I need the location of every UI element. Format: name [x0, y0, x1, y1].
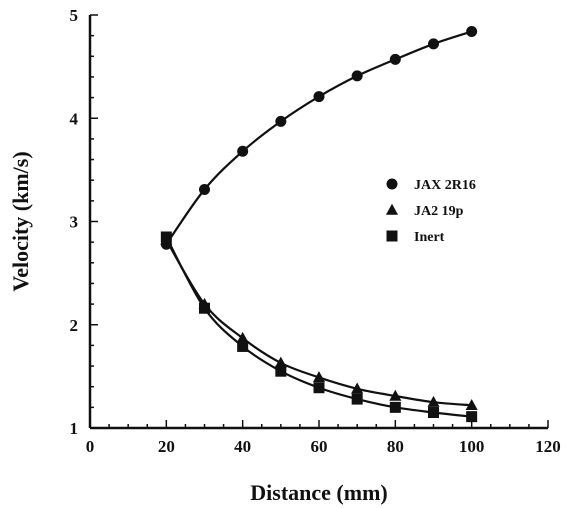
data-point-triangle: [312, 371, 326, 383]
data-point-circle: [466, 26, 478, 38]
data-point-triangle: [465, 399, 478, 410]
legend-label: JAX 2R16: [414, 178, 476, 193]
x-tick-label: 100: [459, 437, 485, 456]
legend-marker-circle: [386, 178, 398, 190]
legend: JAX 2R16 JA2 19p Inert: [385, 178, 476, 245]
data-point-circle: [237, 145, 249, 157]
x-tick-label: 80: [387, 437, 404, 456]
series-markers: [160, 26, 478, 423]
legend-marker-square: [386, 230, 398, 242]
x-tick-label: 20: [158, 437, 175, 456]
x-tick-label: 120: [535, 437, 561, 456]
data-point-circle: [428, 38, 439, 50]
x-axis-title: Distance (mm): [250, 480, 387, 505]
data-point-square: [199, 302, 210, 314]
data-point-triangle: [427, 395, 440, 407]
y-tick-label: 2: [70, 316, 79, 335]
data-point-circle: [199, 183, 210, 195]
data-point-square: [428, 407, 439, 419]
data-point-circle: [313, 91, 325, 103]
y-tick-label: 3: [70, 213, 79, 232]
x-tick-label: 0: [86, 437, 95, 456]
data-point-triangle: [351, 382, 364, 394]
data-point-circle: [275, 115, 287, 127]
series-curves: [165, 30, 473, 418]
x-tick-label: 60: [311, 437, 328, 456]
data-point-circle: [389, 53, 401, 65]
axes: [88, 15, 548, 430]
legend-label: JA2 19p: [414, 204, 464, 219]
data-point-square: [237, 340, 249, 352]
data-point-triangle: [236, 331, 249, 343]
y-tick-label: 4: [70, 109, 79, 128]
data-point-triangle: [389, 389, 402, 401]
x-tick-label: 40: [234, 437, 251, 456]
data-point-square: [313, 382, 325, 394]
data-point-square: [466, 411, 478, 423]
y-tick-label: 1: [70, 419, 79, 438]
data-point-square: [389, 401, 401, 413]
y-tick-label: 5: [70, 6, 79, 25]
data-point-square: [351, 393, 363, 405]
data-point-triangle: [274, 356, 287, 368]
legend-label: Inert: [414, 230, 445, 245]
data-point-circle: [351, 70, 363, 82]
y-axis-title: Velocity (km/s): [8, 151, 33, 291]
data-point-square: [160, 231, 172, 243]
legend-marker-triangle: [385, 203, 399, 215]
data-point-square: [275, 365, 287, 377]
